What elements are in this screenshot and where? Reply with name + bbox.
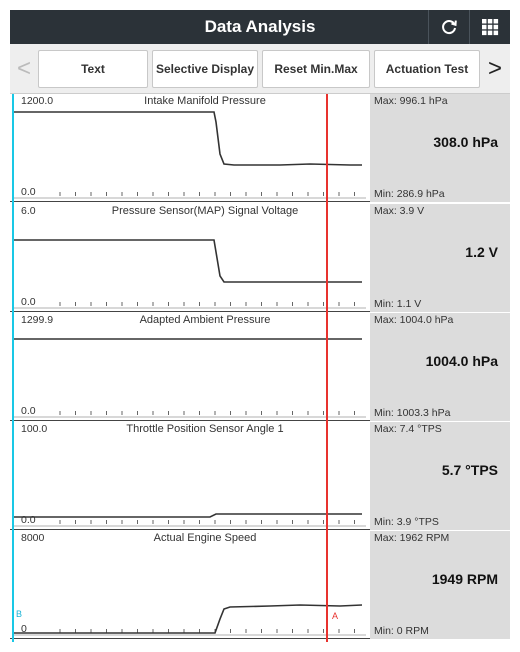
signal-trace (14, 513, 362, 518)
scale-max: 1299.9 (21, 314, 54, 326)
cursor-b-label: B (16, 609, 23, 619)
scale-min: 0.0 (21, 296, 36, 308)
page-title: Data Analysis (204, 17, 316, 36)
min-value: Min: 286.9 hPa (374, 188, 445, 200)
reset-min-max-button[interactable]: Reset Min.Max (262, 50, 370, 88)
graph-panel-map-signal-voltage[interactable]: 6.0 Pressure Sensor(MAP) Signal Voltage … (10, 204, 510, 312)
intake-manifold-pressure-plot (14, 111, 366, 199)
value-box: Max: 996.1 hPa 308.0 hPa Min: 286.9 hPa (370, 94, 510, 202)
graph-panel-adapted-ambient-pressure[interactable]: 1299.9 Adapted Ambient Pressure 0.0 Max:… (10, 313, 510, 421)
graph-panel-intake-manifold-pressure[interactable]: 1200.0 Intake Manifold Pressure 0.0 Max:… (10, 94, 510, 202)
cursor-a-line[interactable] (326, 94, 328, 642)
scale-max: 100.0 (21, 423, 48, 435)
min-value: Min: 1.1 V (374, 298, 422, 310)
grid-menu-icon (482, 19, 499, 36)
max-value: Max: 1004.0 hPa (374, 314, 454, 326)
reset-min-max-button-label: Reset Min.Max (274, 62, 358, 76)
chevron-left-icon[interactable]: < (16, 55, 31, 82)
actuation-test-button-label: Actuation Test (385, 62, 469, 76)
scale-max: 8000 (21, 532, 45, 544)
actuation-test-button[interactable]: Actuation Test (374, 50, 480, 88)
parameter-name: Pressure Sensor(MAP) Signal Voltage (111, 205, 299, 217)
scale-min: 0.0 (21, 186, 36, 198)
cursor-a-label: A (332, 611, 339, 621)
graph-panel-engine-speed[interactable]: 8000 Actual Engine Speed 0 Max: 1962 RPM… (10, 531, 510, 639)
signal-trace (14, 239, 362, 283)
map-signal-voltage-plot (14, 239, 366, 309)
parameter-name: Intake Manifold Pressure (144, 95, 266, 107)
parameter-name: Actual Engine Speed (153, 532, 257, 544)
throttle-position-plot (14, 513, 366, 527)
value-box: Max: 3.9 V 1.2 V Min: 1.1 V (370, 204, 510, 312)
signal-trace (14, 604, 363, 634)
grid-menu-button[interactable] (469, 10, 509, 44)
max-value: Max: 3.9 V (374, 205, 425, 217)
parameter-name: Throttle Position Sensor Angle 1 (126, 423, 284, 435)
engine-speed-plot (14, 604, 366, 636)
scale-min: 0 (21, 623, 27, 635)
max-value: Max: 1962 RPM (374, 532, 450, 544)
min-value: Min: 1003.3 hPa (374, 407, 451, 419)
cursor-b-line[interactable] (12, 94, 14, 642)
title-bar: Data Analysis (10, 10, 510, 44)
current-value: 1949 RPM (431, 571, 498, 587)
value-box: Max: 1962 RPM 1949 RPM Min: 0 RPM (370, 531, 510, 639)
signal-trace (14, 111, 362, 166)
chevron-right-icon[interactable]: > (487, 55, 502, 82)
selective-display-button[interactable]: Selective Display (152, 50, 258, 88)
max-value: Max: 996.1 hPa (374, 95, 448, 107)
refresh-icon (442, 20, 457, 35)
refresh-button[interactable] (428, 10, 468, 44)
current-value: 308.0 hPa (433, 134, 498, 150)
scale-min: 0.0 (21, 405, 36, 417)
scale-max: 6.0 (21, 205, 36, 217)
adapted-ambient-pressure-plot (14, 338, 366, 418)
min-value: Min: 3.9 °TPS (374, 516, 439, 528)
toolbar: < Text Selective Display Reset Min.Max A… (10, 44, 510, 94)
graph-area[interactable]: 1200.0 Intake Manifold Pressure 0.0 Max:… (10, 94, 510, 642)
parameter-name: Adapted Ambient Pressure (139, 314, 271, 326)
graph-panel-throttle-position[interactable]: 100.0 Throttle Position Sensor Angle 1 0… (10, 422, 510, 530)
min-value: Min: 0 RPM (374, 625, 429, 637)
selective-display-button-label: Selective Display (155, 62, 255, 76)
text-button[interactable]: Text (38, 50, 148, 88)
text-button-label: Text (81, 62, 105, 76)
current-value: 5.7 °TPS (441, 462, 498, 478)
max-value: Max: 7.4 °TPS (374, 423, 442, 435)
value-box: Max: 7.4 °TPS 5.7 °TPS Min: 3.9 °TPS (370, 422, 510, 530)
scale-min: 0.0 (21, 514, 36, 526)
current-value: 1004.0 hPa (425, 353, 498, 369)
current-value: 1.2 V (465, 244, 498, 260)
scale-max: 1200.0 (21, 95, 54, 107)
value-box: Max: 1004.0 hPa 1004.0 hPa Min: 1003.3 h… (370, 313, 510, 421)
